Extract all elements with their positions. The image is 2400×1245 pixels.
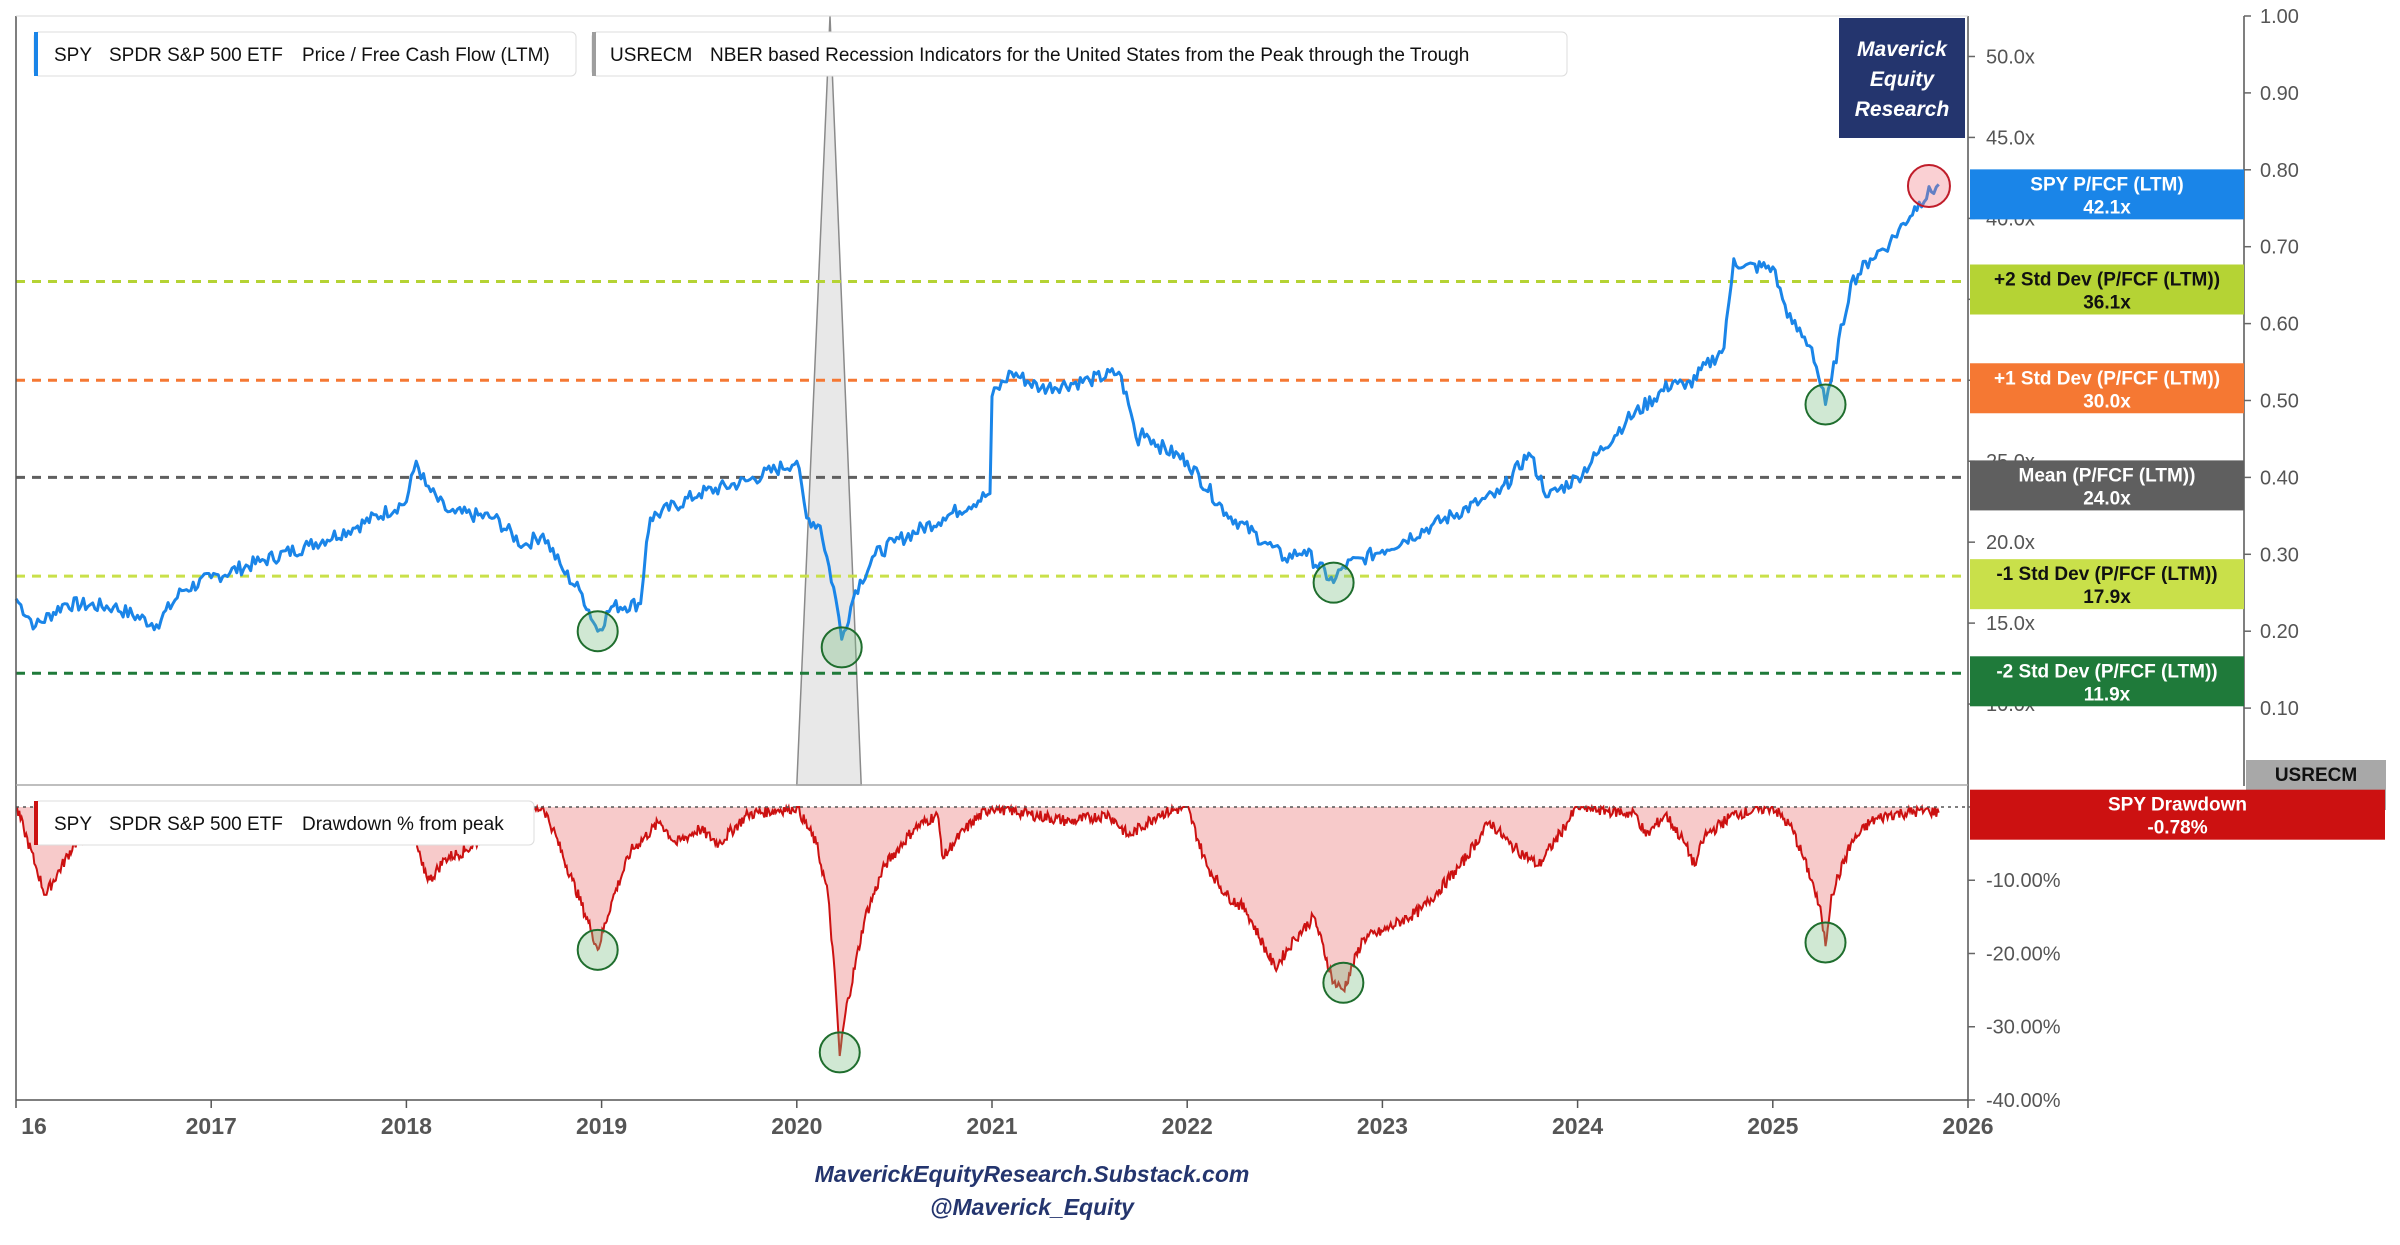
bottom-low-marker-3 [1804, 921, 1847, 964]
secondary-y-tick-label: 0.20 [2260, 621, 2299, 643]
secondary-y-tick-label: 0.50 [2260, 391, 2299, 413]
top-low-marker-0 [576, 610, 619, 653]
tag-reference-0-label: +2 Std Dev (P/FCF (LTM)) [1994, 270, 2220, 291]
tag-drawdown-bg [1970, 789, 2385, 840]
tag-reference-0-value: 36.1x [2083, 293, 2131, 314]
bottom-annotations [576, 921, 1847, 1074]
tag-reference-2-bg [1970, 460, 2244, 511]
tag-reference-4: -2 Std Dev (P/FCF (LTM))11.9x [1970, 656, 2244, 707]
secondary-y-tick-label: 1.00 [2260, 6, 2299, 28]
legend-usrecm-description: NBER based Recession Indicators for the … [710, 45, 1469, 66]
bottom-y-tick-label: -20.00% [1986, 943, 2061, 965]
top-y-tick-label: 20.0x [1986, 532, 2035, 554]
top-low-marker-2 [1312, 561, 1355, 604]
secondary-y-tick-label: 0.10 [2260, 698, 2299, 720]
secondary-y-tick-label: 0.70 [2260, 237, 2299, 259]
legend-spy-drawdown[interactable]: SPY SPDR S&P 500 ETF Drawdown % from pea… [33, 800, 535, 846]
tag-drawdown-label: SPY Drawdown [2108, 795, 2247, 816]
top-low-marker-1 [820, 626, 863, 669]
tag-reference-3-bg [1970, 559, 2244, 610]
tag-reference-3-value: 17.9x [2083, 587, 2131, 608]
bottom-low-marker-1 [818, 1031, 861, 1074]
x-tick-label: 2025 [1747, 1113, 1798, 1139]
tag-drawdown: SPY Drawdown-0.78% [1970, 789, 2385, 840]
top-high-marker [1906, 163, 1951, 208]
tag-spy-pfcf-label: SPY P/FCF (LTM) [2030, 174, 2183, 195]
brand-line-3: Research [1855, 98, 1950, 121]
legend-usrecm-swatch [592, 32, 596, 76]
brand-line-1: Maverick [1857, 38, 1948, 61]
tag-reference-1-value: 30.0x [2083, 391, 2131, 412]
x-tick-label: 2023 [1357, 1113, 1408, 1139]
secondary-y-tick-label: 0.40 [2260, 467, 2299, 489]
brand-line-2: Equity [1870, 68, 1935, 91]
x-tick-label: 2020 [771, 1113, 822, 1139]
tag-usrecm-label: USRECM [2275, 765, 2357, 786]
x-tick-label: 2018 [381, 1113, 432, 1139]
secondary-y-tick-label: 0.90 [2260, 83, 2299, 105]
x-tick-label: 2026 [1942, 1113, 1993, 1139]
top-y-tick-label: 50.0x [1986, 46, 2035, 68]
tag-reference-4-value: 11.9x [2084, 684, 2131, 705]
tag-reference-2-label: Mean (P/FCF (LTM)) [2019, 465, 2196, 486]
tag-reference-2: Mean (P/FCF (LTM))24.0x [1970, 460, 2244, 511]
bottom-y-tick-label: -30.00% [1986, 1017, 2061, 1039]
reference-lines [16, 280, 1968, 675]
spy-pfcf-series [14, 183, 1940, 641]
top-low-marker-3 [1804, 383, 1847, 426]
spy-pfcf-line [14, 183, 1940, 641]
tag-spy-pfcf-value: 42.1x [2083, 197, 2131, 218]
footer-handle[interactable]: @Maverick_Equity [930, 1194, 1135, 1220]
legend-spy-metric: Price / Free Cash Flow (LTM) [302, 45, 550, 66]
x-tick-label: 2022 [1162, 1113, 1213, 1139]
legend-spy-swatch [34, 32, 38, 76]
tag-reference-0: +2 Std Dev (P/FCF (LTM))36.1x [1970, 264, 2244, 315]
secondary-y-tick-label: 0.60 [2260, 314, 2299, 336]
tag-reference-4-bg [1970, 656, 2244, 707]
tag-reference-1: +1 Std Dev (P/FCF (LTM))30.0x [1970, 363, 2244, 414]
legend-spy-pfcf[interactable]: SPY SPDR S&P 500 ETF Price / Free Cash F… [33, 31, 577, 77]
legend-drawdown-name: SPDR S&P 500 ETF [109, 814, 283, 835]
bottom-y-tick-label: -40.00% [1986, 1090, 2061, 1112]
x-tick-label: 2021 [966, 1113, 1017, 1139]
secondary-y-axis: 0.10 0.20 0.30 0.40 0.50 0.60 0.70 0.80 0.90 1.00 [2244, 6, 2299, 720]
top-y-tick-label: 15.0x [1986, 613, 2035, 635]
value-tags: SPY P/FCF (LTM)42.1x +2 Std Dev (P/FCF (L… [1970, 169, 2386, 840]
legend-spy-ticker: SPY [54, 45, 92, 66]
tag-reference-0-bg [1970, 264, 2244, 315]
legend-spy-name: SPDR S&P 500 ETF [109, 45, 283, 66]
legend-usrecm-ticker: USRECM [610, 45, 692, 66]
bottom-y-tick-label: -10.00% [1986, 870, 2061, 892]
tag-reference-4-label: -2 Std Dev (P/FCF (LTM)) [1996, 661, 2217, 682]
legend-usrecm[interactable]: USRECM NBER based Recession Indicators f… [591, 31, 1568, 77]
tag-reference-2-value: 24.0x [2083, 488, 2131, 509]
secondary-y-tick-label: 0.30 [2260, 544, 2299, 566]
tag-spy-pfcf-bg [1970, 169, 2244, 220]
tag-reference-3-label: -1 Std Dev (P/FCF (LTM)) [1996, 564, 2217, 585]
tag-spy-pfcf: SPY P/FCF (LTM)42.1x [1970, 169, 2244, 220]
brand-logo-bg [1839, 18, 1965, 138]
footer-website[interactable]: MaverickEquityResearch.Substack.com [815, 1161, 1250, 1187]
bottom-low-marker-0 [576, 928, 619, 971]
top-annotations [576, 163, 1951, 669]
tag-reference-1-label: +1 Std Dev (P/FCF (LTM)) [1994, 368, 2220, 389]
x-tick-label: 2019 [576, 1113, 627, 1139]
tag-reference-3: -1 Std Dev (P/FCF (LTM))17.9x [1970, 559, 2244, 610]
secondary-y-tick-label: 0.80 [2260, 160, 2299, 182]
tag-reference-1-bg [1970, 363, 2244, 414]
top-y-tick-label: 45.0x [1986, 127, 2035, 149]
x-tick-label: 2017 [186, 1113, 237, 1139]
legend-drawdown-swatch [34, 801, 38, 845]
x-tick-label: 2024 [1552, 1113, 1603, 1139]
bottom-low-marker-2 [1322, 961, 1365, 1004]
x-axis: 16 2017 2018 2019 2020 2021 2022 2023 2024 2025 20… [15, 1100, 1994, 1139]
tag-drawdown-value: -0.78% [2147, 818, 2207, 839]
brand-logo: Maverick Equity Research [1839, 18, 1965, 138]
legend-drawdown-metric: Drawdown % from peak [302, 814, 504, 835]
x-tick-label: 16 [21, 1113, 47, 1139]
legend-drawdown-ticker: SPY [54, 814, 92, 835]
